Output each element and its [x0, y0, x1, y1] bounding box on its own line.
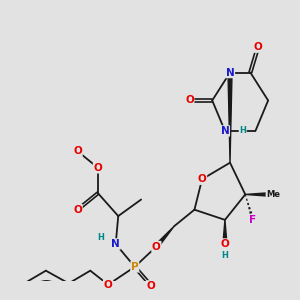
Text: H: H [221, 251, 228, 260]
Polygon shape [245, 192, 273, 197]
Text: O: O [73, 205, 82, 215]
Text: O: O [147, 281, 156, 291]
Polygon shape [223, 220, 227, 244]
Text: O: O [220, 239, 229, 249]
Text: Me: Me [266, 190, 280, 199]
Polygon shape [228, 73, 232, 163]
Polygon shape [155, 226, 174, 248]
Text: H: H [239, 126, 246, 135]
Text: N: N [111, 239, 120, 249]
Text: O: O [254, 42, 262, 52]
Text: O: O [185, 95, 194, 106]
Text: O: O [104, 280, 112, 290]
Text: O: O [73, 146, 82, 156]
Text: F: F [249, 215, 256, 225]
Text: H: H [97, 233, 104, 242]
Text: N: N [226, 68, 234, 77]
Text: O: O [94, 163, 102, 173]
Text: N: N [220, 126, 229, 136]
Text: O: O [198, 174, 206, 184]
Text: P: P [131, 262, 139, 272]
Text: O: O [152, 242, 161, 251]
